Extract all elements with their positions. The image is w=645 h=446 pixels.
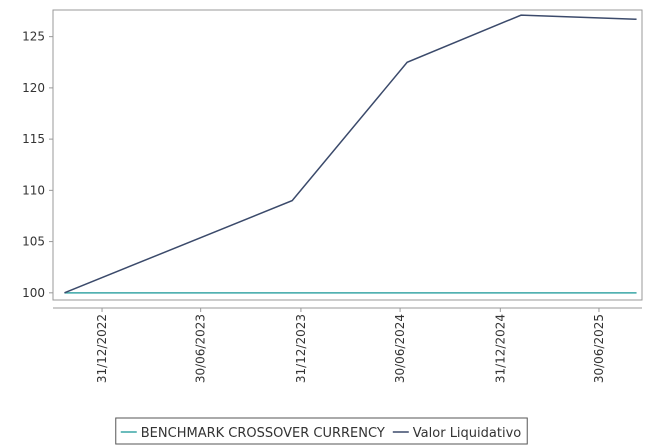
y-tick-label: 100 [22, 286, 45, 300]
y-tick-label: 115 [22, 132, 45, 146]
x-tick-label: 30/06/2024 [393, 314, 407, 383]
series-line [64, 14, 637, 294]
y-tick-label: 110 [22, 183, 45, 197]
y-tick-label: 105 [22, 235, 45, 249]
x-tick-label: 30/06/2023 [194, 314, 208, 383]
x-tick-label: 31/12/2022 [95, 314, 109, 383]
y-tick-label: 125 [22, 30, 45, 44]
y-tick-label: 120 [22, 81, 45, 95]
x-tick-label: 31/12/2023 [294, 314, 308, 383]
legend-label: Valor Liquidativo [413, 426, 521, 441]
legend: BENCHMARK CROSSOVER CURRENCY Valor Liquid… [115, 417, 528, 445]
x-tick-label: 31/12/2024 [493, 314, 507, 383]
plot-frame [52, 9, 643, 301]
legend-label: BENCHMARK CROSSOVER CURRENCY [141, 426, 385, 441]
legend-box [115, 417, 528, 445]
x-tick-label: 30/06/2025 [592, 314, 606, 383]
